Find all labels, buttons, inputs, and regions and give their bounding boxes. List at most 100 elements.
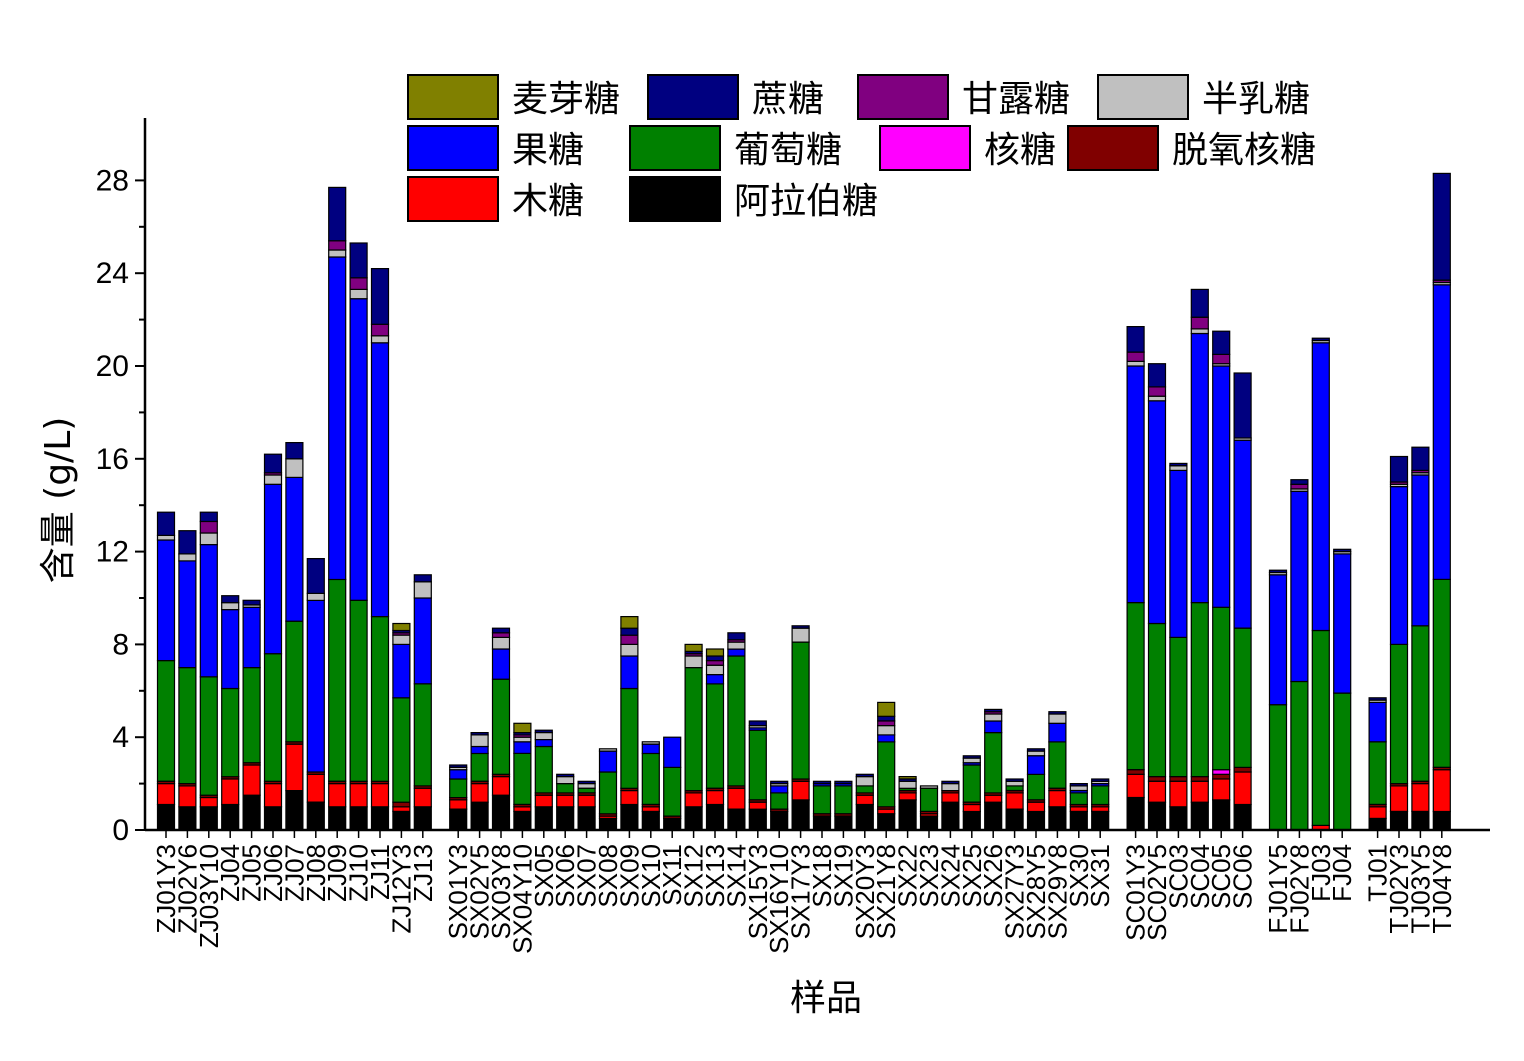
bar-segment (285, 743, 304, 792)
bar-segment (556, 775, 575, 785)
bar-stack-FJ04 (1333, 548, 1352, 831)
bar-segment (1069, 792, 1088, 806)
bar-segment (470, 752, 489, 782)
bar-segment (199, 532, 218, 546)
bar-segment (285, 458, 304, 478)
bar-segment (1126, 773, 1145, 799)
bar-segment (1169, 806, 1188, 831)
legend-label: 半乳糖 (1202, 79, 1310, 120)
bar-stack-SC01Y3 (1126, 326, 1145, 831)
bar-segment (392, 643, 411, 699)
bar-segment (1005, 785, 1024, 792)
bar-segment (534, 738, 553, 748)
x-tick-label: ZJ04 (215, 844, 245, 902)
bar-segment (898, 799, 917, 831)
bar-segment (221, 601, 240, 611)
bar-segment (577, 780, 596, 785)
bar-segment (1290, 483, 1309, 490)
bar-segment (1212, 353, 1231, 365)
bar-segment (834, 780, 853, 785)
bar-segment (370, 323, 390, 337)
bar-segment (684, 792, 703, 808)
bar-segment (791, 780, 810, 801)
bar-segment (513, 752, 532, 806)
bar-segment (1190, 801, 1209, 831)
legend-item: 葡萄糖 (629, 125, 842, 171)
x-tick-label: ZJ08 (301, 844, 331, 902)
bar-segment (1026, 773, 1046, 801)
bar-segment (413, 574, 432, 583)
x-tick-label: SX05 (529, 844, 559, 908)
bar-stack-SX07 (577, 780, 596, 831)
x-tick-label: TJ01 (1363, 844, 1393, 902)
bar-segment (705, 648, 725, 657)
bar-stack-SX29Y8 (1048, 711, 1067, 831)
bar-segment (285, 789, 304, 831)
bar-segment (1169, 780, 1188, 808)
bars-layer (156, 172, 1451, 831)
bar-segment (877, 715, 896, 722)
bar-segment (1026, 750, 1046, 757)
bar-segment (328, 578, 347, 782)
bar-segment (263, 474, 283, 485)
bar-stack-SC02Y5 (1147, 363, 1167, 831)
x-axis-title: 样品 (790, 978, 862, 1019)
bar-stack-TJ02Y3 (1389, 455, 1409, 831)
bar-segment (242, 599, 261, 606)
bar-segment (178, 560, 197, 669)
bar-segment (221, 608, 240, 690)
bar-segment (1212, 773, 1231, 780)
bar-segment (1126, 769, 1145, 775)
bar-segment (1048, 711, 1067, 715)
x-tick-label: FJ03 (1306, 844, 1336, 902)
bar-segment (577, 787, 596, 794)
bar-segment (705, 664, 725, 676)
bar-segment (513, 736, 532, 743)
bar-stack-SX27Y3 (1005, 778, 1024, 831)
x-tick-label: SX19 (828, 844, 858, 908)
bar-segment (349, 298, 368, 601)
bar-segment (877, 724, 896, 736)
bar-segment (855, 794, 874, 806)
legend-swatch (879, 125, 971, 171)
bar-segment (1026, 748, 1046, 752)
legend-item: 甘露糖 (857, 74, 1070, 120)
x-tick-label: SX28Y5 (1021, 844, 1051, 939)
bar-segment (962, 755, 981, 759)
bar-segment (1411, 446, 1430, 472)
x-tick-label: SX06 (550, 844, 580, 908)
bar-segment (1048, 741, 1067, 789)
legend-item: 木糖 (407, 176, 584, 222)
bar-segment (513, 722, 532, 734)
bar-segment (449, 764, 468, 768)
bar-segment (199, 806, 218, 831)
legend-swatch (629, 125, 721, 171)
x-tick-label: ZJ06 (258, 844, 288, 902)
bar-stack-SX06 (556, 773, 575, 831)
x-tick-label: SX13 (700, 844, 730, 908)
bar-segment (770, 785, 789, 794)
bar-segment (392, 801, 411, 808)
x-tick-label: SX02Y5 (465, 844, 495, 939)
bar-segment (449, 769, 468, 780)
bar-segment (812, 780, 832, 785)
y-tick-label: 24 (96, 257, 129, 290)
bar-segment (898, 780, 917, 789)
bar-stack-SC05 (1212, 330, 1231, 831)
bar-segment (855, 803, 874, 831)
bar-segment (727, 632, 746, 641)
bar-stack-SX20Y3 (855, 773, 874, 831)
bar-segment (919, 815, 939, 831)
bar-segment (984, 720, 1003, 734)
bar-segment (577, 782, 596, 789)
bar-segment (1233, 803, 1252, 831)
bar-segment (1190, 780, 1209, 803)
legend-label: 蔗糖 (752, 79, 824, 120)
bar-segment (242, 666, 261, 764)
bar-segment (898, 792, 917, 801)
bar-segment (392, 622, 411, 632)
bar-stack-SX08 (598, 748, 618, 831)
bar-segment (1169, 775, 1188, 782)
bar-segment (984, 708, 1003, 713)
bar-segment (285, 620, 304, 743)
